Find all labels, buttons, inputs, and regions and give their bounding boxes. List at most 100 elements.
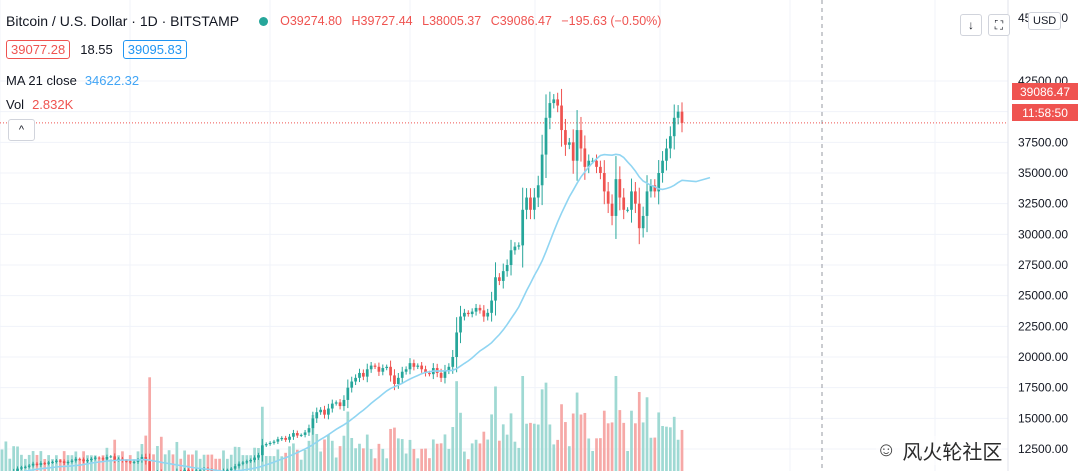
volume-bar — [455, 381, 458, 471]
market-status-dot-icon — [259, 16, 269, 26]
candle-body — [676, 111, 680, 118]
volume-bar — [260, 406, 264, 471]
volume-bar — [4, 441, 8, 471]
close-value: C39086.47 — [490, 14, 552, 28]
volume-bar — [618, 410, 622, 471]
candle-body — [358, 372, 361, 378]
volume-bar — [404, 453, 408, 471]
volume-bar — [307, 440, 311, 471]
volume-bar — [606, 423, 610, 471]
volume-bar — [416, 458, 420, 471]
candle-body — [288, 436, 291, 440]
candle-body — [272, 441, 276, 443]
y-tick-label: 15000.00 — [1018, 411, 1068, 425]
volume-bar — [101, 455, 105, 471]
volume-bar — [630, 410, 633, 471]
volume-bar — [536, 424, 540, 471]
volume-legend[interactable]: Vol 2.832K — [6, 97, 73, 112]
candle-body — [233, 466, 237, 469]
y-tick-label: 20000.00 — [1018, 350, 1068, 364]
sell-price-button[interactable]: 39077.28 — [6, 40, 71, 59]
candle-body — [606, 191, 610, 204]
volume-bar — [175, 441, 179, 471]
volume-bar — [264, 456, 268, 471]
volume-bar — [575, 392, 579, 471]
volume-bar — [288, 446, 291, 471]
candle-body — [319, 409, 322, 413]
volume-bar — [400, 439, 404, 471]
volume-bar — [567, 446, 571, 471]
volume-legend-label: Vol — [6, 97, 25, 112]
candle-body — [74, 458, 78, 461]
volume-bar — [323, 439, 326, 471]
candle-body — [649, 185, 653, 192]
candle-body — [334, 402, 338, 404]
candle-body — [665, 148, 668, 161]
volume-bar — [665, 426, 668, 471]
volume-bar — [365, 434, 369, 471]
candle-body — [536, 185, 540, 198]
volume-bar — [396, 438, 400, 471]
volume-bar — [435, 443, 439, 471]
volume-bar — [408, 439, 412, 471]
candle-body — [47, 462, 50, 464]
volume-bar — [443, 434, 447, 471]
currency-selector[interactable]: USD — [1028, 12, 1062, 30]
volume-bar — [521, 376, 525, 471]
volume-bar — [470, 443, 474, 471]
volume-bar — [12, 446, 16, 471]
candle-body — [299, 434, 303, 436]
symbol-title[interactable]: Bitcoin / U.S. Dollar · 1D · BITSTAMP — [6, 13, 240, 29]
candle-body — [494, 277, 497, 301]
candle-body — [567, 142, 571, 145]
volume-bar — [657, 412, 661, 471]
volume-bar — [27, 454, 31, 471]
candle-body — [237, 463, 241, 467]
volume-bar — [532, 423, 536, 471]
volume-bar — [226, 458, 229, 471]
candle-body — [373, 365, 377, 367]
candle-body — [404, 369, 408, 372]
candle-body — [490, 300, 493, 313]
volume-bar — [210, 454, 214, 471]
chevron-up-icon: ^ — [18, 124, 25, 136]
collapse-legend-button[interactable]: ^ — [8, 119, 35, 141]
candle-body — [124, 460, 128, 462]
candle-body — [455, 332, 458, 357]
volume-bar — [680, 429, 684, 471]
volume-bar — [338, 446, 342, 471]
fullscreen-button[interactable]: ⛶ — [988, 14, 1010, 36]
buy-price-button[interactable]: 39095.83 — [122, 40, 188, 59]
ma-legend-label: MA 21 close — [6, 73, 77, 88]
volume-bar — [548, 424, 552, 471]
candle-body — [525, 197, 528, 210]
candle-body — [618, 179, 622, 198]
candle-body — [307, 428, 311, 433]
candle-body — [575, 130, 579, 161]
candle-body — [292, 433, 295, 437]
ma-legend[interactable]: MA 21 close 34622.32 — [6, 73, 139, 88]
volume-bar — [233, 446, 237, 471]
candle-body — [552, 99, 556, 104]
candle-body — [451, 357, 455, 367]
volume-bar — [482, 431, 486, 471]
download-button[interactable]: ↓ — [960, 14, 982, 36]
candle-body — [501, 271, 505, 281]
candle-body — [498, 277, 501, 281]
candle-body — [439, 372, 443, 378]
candle-body — [540, 154, 544, 186]
volume-bar — [622, 422, 626, 471]
candle-body — [509, 250, 513, 265]
candle-body — [82, 459, 85, 462]
volume-bar — [303, 450, 307, 471]
volume-bar — [20, 454, 23, 471]
volume-bar — [447, 448, 451, 471]
volume-bar — [167, 450, 171, 471]
volume-bar — [292, 443, 295, 471]
volume-bar — [501, 424, 505, 471]
volume-bar — [39, 451, 43, 471]
candle-body — [389, 366, 392, 376]
candle-body — [396, 377, 400, 384]
volume-bar — [556, 439, 560, 471]
